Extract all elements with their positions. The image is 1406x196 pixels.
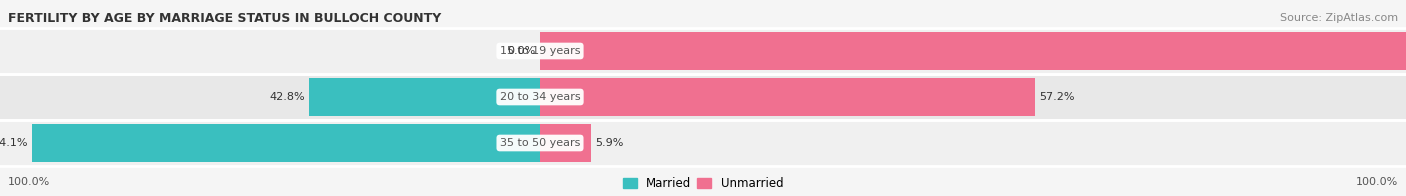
Legend: Married, Unmarried: Married, Unmarried <box>623 177 783 190</box>
Bar <box>540 124 591 162</box>
Text: 15 to 19 years: 15 to 19 years <box>499 46 581 56</box>
Text: 20 to 34 years: 20 to 34 years <box>499 92 581 102</box>
Bar <box>309 78 540 116</box>
Text: 0.0%: 0.0% <box>508 46 536 56</box>
Bar <box>540 32 1406 70</box>
Text: 94.1%: 94.1% <box>0 138 28 148</box>
Text: FERTILITY BY AGE BY MARRIAGE STATUS IN BULLOCH COUNTY: FERTILITY BY AGE BY MARRIAGE STATUS IN B… <box>8 12 441 24</box>
Text: 100.0%: 100.0% <box>1355 177 1398 187</box>
Text: 100.0%: 100.0% <box>8 177 51 187</box>
Bar <box>0 120 1406 166</box>
Text: 35 to 50 years: 35 to 50 years <box>499 138 581 148</box>
Bar <box>0 28 1406 74</box>
Bar <box>32 124 540 162</box>
Text: Source: ZipAtlas.com: Source: ZipAtlas.com <box>1279 13 1398 23</box>
Text: 42.8%: 42.8% <box>270 92 305 102</box>
Text: 57.2%: 57.2% <box>1039 92 1074 102</box>
Bar <box>540 78 1035 116</box>
Bar <box>0 74 1406 120</box>
Text: 5.9%: 5.9% <box>595 138 623 148</box>
